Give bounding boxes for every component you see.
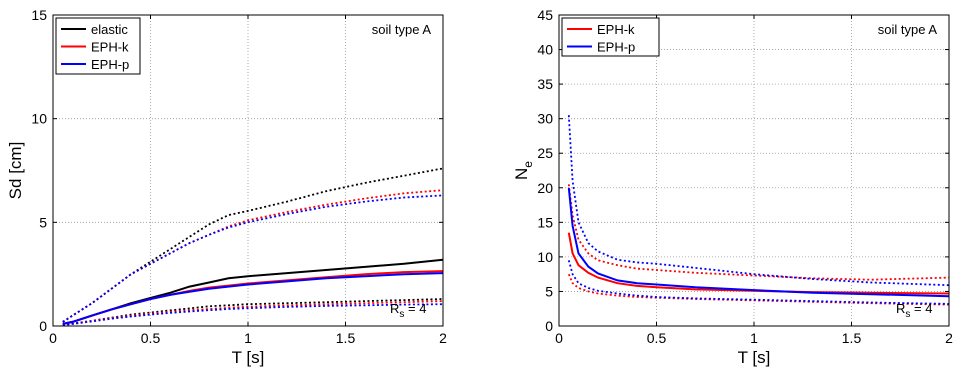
x-tick-label: 0.5: [141, 330, 161, 346]
series-line-elastic-dotted: [62, 298, 443, 326]
y-tick-label: 15: [31, 7, 47, 23]
rs-annotation-main: R: [390, 301, 399, 316]
series-line-eph-p: [567, 187, 949, 298]
series-line-eph-p-dotted: [62, 194, 443, 323]
y-axis-label-sub: e: [521, 161, 535, 168]
x-tick-label: 2: [439, 330, 447, 346]
rs-annotation-value: = 4: [910, 301, 932, 316]
y-axis-label-main: N: [512, 168, 531, 180]
x-tick-label: 0.5: [647, 330, 667, 346]
rs-annotation-sub: s: [905, 309, 910, 320]
y-tick-label: 5: [545, 283, 553, 299]
y-tick-label: 10: [537, 249, 553, 265]
y-tick-label: 0: [545, 318, 553, 334]
series-line-eph-p: [62, 272, 443, 325]
x-tick-label: 1: [750, 330, 758, 346]
x-tick-label: 1.5: [336, 330, 356, 346]
y-tick-label: 5: [39, 214, 47, 230]
x-tick-label: 1: [244, 330, 252, 346]
y-axis-label-main: Sd [cm]: [6, 142, 25, 200]
y-axis-label: Ne: [512, 161, 535, 180]
soil-type-annotation: soil type A: [878, 22, 938, 37]
y-tick-label: 35: [537, 76, 553, 92]
legend-label: EPH-p: [91, 57, 129, 72]
legend-label: EPH-p: [597, 40, 635, 55]
y-tick-label: 40: [537, 42, 553, 58]
y-tick-label: 10: [31, 111, 47, 127]
legend-label: EPH-k: [597, 22, 635, 37]
legend: elastic EPH-k EPH-p: [55, 17, 141, 75]
panel-displacement: 0 0.5 1 1.5 2 0 5 10 15 T [s] Sd [cm] soil type A Rs…: [6, 7, 447, 367]
legend-label: EPH-k: [91, 40, 129, 55]
x-tick-label: 1.5: [842, 330, 862, 346]
rs-annotation: Rs = 4: [390, 301, 426, 320]
x-tick-label: 0: [555, 330, 563, 346]
rs-annotation-main: R: [896, 301, 905, 316]
legend-label: elastic: [91, 22, 128, 37]
y-tick-label: 25: [537, 145, 553, 161]
soil-type-annotation: soil type A: [372, 22, 432, 37]
x-tick-label: 0: [49, 330, 57, 346]
legend: EPH-k EPH-p: [561, 17, 660, 57]
rs-annotation-value: = 4: [404, 301, 426, 316]
y-axis-label: Sd [cm]: [6, 142, 25, 200]
rs-annotation-sub: s: [399, 309, 404, 320]
series-line-eph-k-dotted: [62, 300, 443, 326]
y-tick-label: 15: [537, 214, 553, 230]
rs-annotation: Rs = 4: [896, 301, 932, 320]
y-tick-label: 30: [537, 111, 553, 127]
series-line-eph-p-dotted: [567, 115, 949, 287]
x-axis-label: T [s]: [738, 348, 771, 367]
y-tick-label: 45: [537, 7, 553, 23]
series-group: [567, 115, 949, 306]
series-line-eph-p-dotted: [567, 260, 949, 305]
y-tick-label: 20: [537, 180, 553, 196]
y-tick-label: 0: [39, 318, 47, 334]
series-group: [62, 167, 443, 326]
series-line-eph-p-dotted: [62, 303, 443, 326]
x-axis-label: T [s]: [232, 348, 265, 367]
legend-box: [561, 17, 660, 57]
x-tick-label: 2: [945, 330, 953, 346]
